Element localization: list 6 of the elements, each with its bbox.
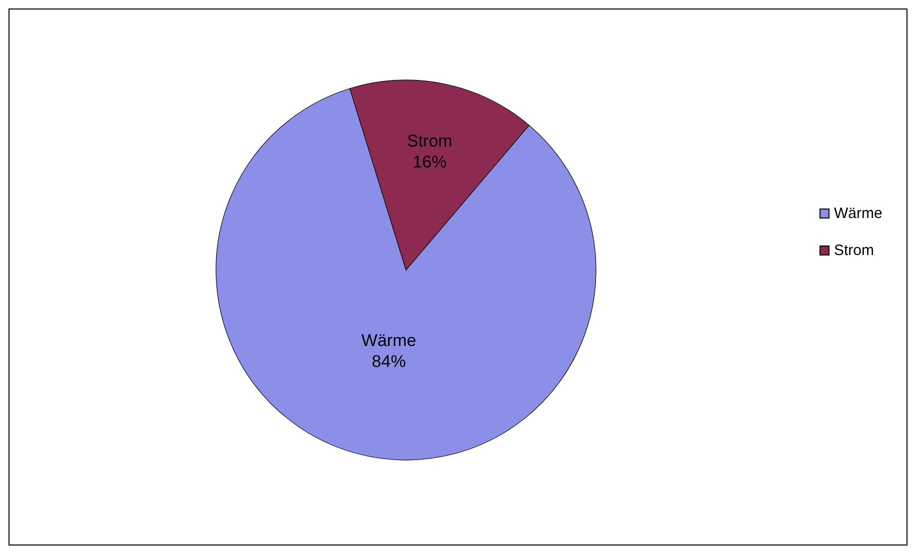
slice-label: Wärme — [361, 330, 416, 350]
legend-label: Strom — [834, 242, 874, 259]
data-label: 16% — [412, 152, 447, 172]
data-label: 84% — [372, 352, 406, 371]
slice-label: Strom — [407, 132, 452, 151]
legend-label: Wärme — [834, 205, 882, 222]
